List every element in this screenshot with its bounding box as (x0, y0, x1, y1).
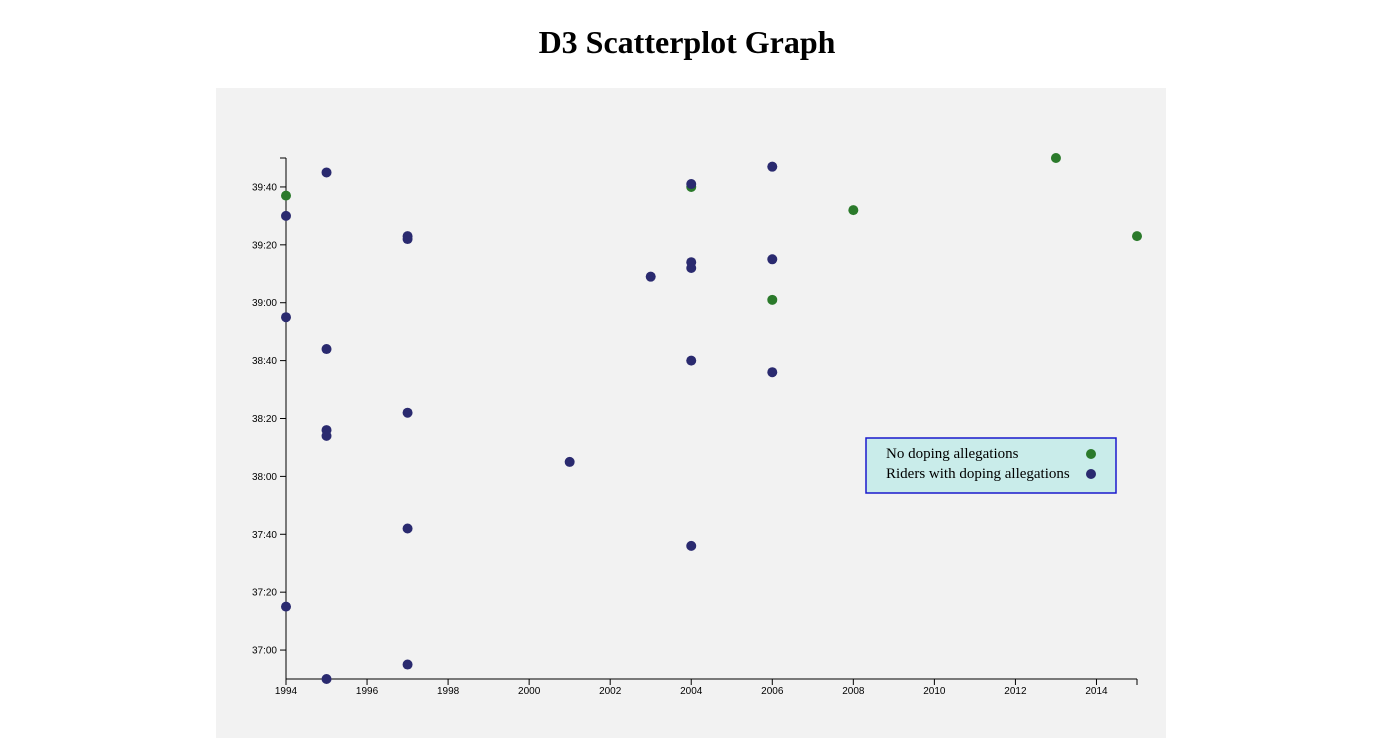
data-point (321, 430, 332, 441)
y-tick-label: 37:00 (252, 646, 277, 657)
x-tick-label: 1998 (437, 686, 460, 697)
data-point (645, 271, 656, 282)
y-tick-label: 38:20 (252, 414, 277, 425)
data-point (321, 674, 332, 684)
x-tick-label: 1996 (356, 686, 379, 697)
data-point (848, 205, 859, 216)
legend-label: No doping allegations (886, 446, 1019, 462)
data-point (767, 367, 778, 378)
data-point (1050, 153, 1061, 163)
x-tick-label: 2014 (1085, 686, 1108, 697)
legend-marker (1086, 449, 1096, 459)
data-point (767, 294, 778, 305)
x-tick-label: 2012 (1004, 686, 1027, 697)
page-title: D3 Scatterplot Graph (538, 24, 836, 60)
legend-marker (1086, 469, 1096, 479)
data-point (281, 601, 291, 612)
data-point (686, 540, 697, 551)
data-point (564, 456, 575, 467)
y-tick-label: 37:20 (252, 588, 277, 599)
x-tick-label: 2000 (518, 686, 541, 697)
data-point (767, 254, 778, 265)
data-point (1132, 231, 1142, 242)
data-point (321, 167, 332, 178)
data-point (402, 523, 413, 534)
x-tick-label: 2008 (842, 686, 865, 697)
x-tick-label: 2010 (923, 686, 946, 697)
chart-panel (216, 88, 1166, 738)
data-point (686, 179, 697, 190)
data-point (321, 344, 332, 355)
y-tick-label: 39:40 (252, 182, 277, 193)
legend-box (865, 437, 1117, 494)
data-point (281, 312, 291, 323)
legend-label: Riders with doping allegations (886, 466, 1070, 482)
y-tick-label: 38:00 (252, 472, 277, 483)
data-point (402, 234, 413, 245)
y-tick-label: 37:40 (252, 530, 277, 541)
x-tick-label: 2006 (761, 686, 784, 697)
data-point (686, 262, 697, 273)
y-tick-label: 39:00 (252, 298, 277, 309)
x-tick-label: 1994 (275, 686, 298, 697)
x-tick-label: 2002 (599, 686, 622, 697)
data-point (686, 355, 697, 366)
data-point (281, 190, 291, 201)
y-tick-label: 39:20 (252, 240, 277, 251)
y-tick-label: 38:40 (252, 356, 277, 367)
data-point (767, 161, 778, 172)
x-tick-label: 2004 (680, 686, 703, 697)
data-point (402, 659, 413, 670)
data-point (402, 407, 413, 418)
data-point (281, 210, 291, 221)
